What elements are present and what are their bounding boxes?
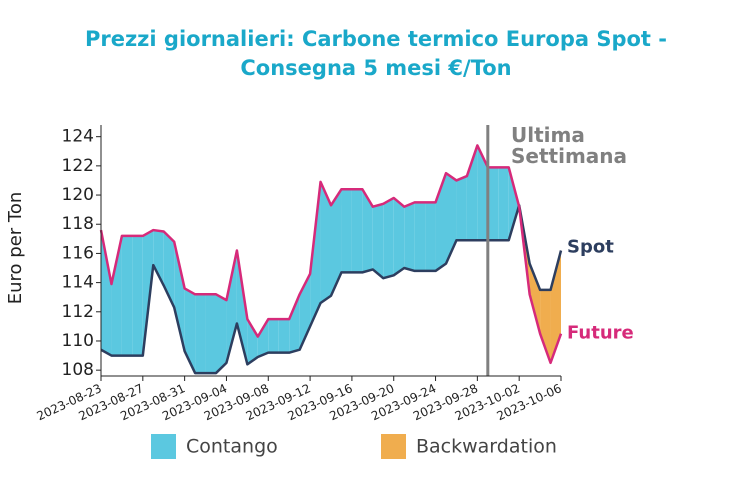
contango-area [310, 181, 321, 327]
contango-area [383, 197, 394, 279]
legend-swatch [151, 434, 176, 459]
y-tick-label: 118 [62, 214, 94, 234]
contango-area [351, 189, 363, 273]
y-tick-label: 116 [62, 243, 94, 263]
vline-label: Ultima Settimana [511, 123, 628, 168]
contango-area [508, 167, 519, 241]
contango-area [414, 202, 426, 271]
y-tick-label: 122 [62, 156, 94, 176]
chart-title: Prezzi giornalieri: Carbone termico Euro… [84, 27, 668, 80]
backwardation-area [540, 289, 551, 363]
contango-area [216, 294, 227, 374]
series-label: Spot [567, 237, 614, 258]
series-line [100, 204, 563, 375]
legend-label: Contango [186, 436, 278, 458]
backwardation-area [550, 250, 561, 363]
legend-swatch [381, 434, 406, 459]
contango-area [278, 319, 290, 353]
y-tick-label: 120 [62, 185, 94, 205]
y-tick-label: 124 [62, 127, 94, 147]
contango-area [477, 145, 488, 241]
contango-area [205, 294, 216, 374]
y-axis-label: Euro per Ton [5, 192, 26, 305]
contango-area [257, 319, 269, 358]
y-tick-label: 108 [62, 360, 94, 380]
contango-area [153, 230, 164, 286]
legend-label: Backwardation [416, 436, 557, 458]
contango-area [184, 288, 196, 374]
contango-area [331, 189, 342, 296]
contango-area [101, 230, 112, 356]
contango-area [320, 181, 331, 304]
contango-area [121, 235, 133, 356]
contango-area [372, 203, 384, 279]
y-tick-label: 110 [62, 331, 94, 351]
contango-area [446, 173, 457, 264]
contango-area [174, 241, 185, 352]
series-label: Future [567, 323, 634, 344]
contango-area [236, 250, 248, 365]
contango-area [289, 294, 300, 353]
contango-area [362, 189, 373, 273]
backwardation-area [529, 263, 541, 334]
contango-area [393, 197, 405, 276]
contango-area [226, 250, 237, 363]
contango-area [111, 235, 122, 356]
series-line [99, 144, 563, 365]
contango-area [404, 202, 415, 271]
contango-area [195, 294, 206, 374]
contango-area [268, 319, 279, 353]
y-tick-label: 112 [62, 302, 94, 322]
contango-area [487, 167, 499, 241]
contango-area [247, 319, 258, 365]
contango-area [425, 202, 436, 271]
contango-area [132, 235, 143, 356]
contango-area [456, 176, 467, 241]
contango-area [341, 189, 352, 273]
y-tick-label: 114 [62, 273, 94, 293]
contango-area [498, 167, 509, 241]
